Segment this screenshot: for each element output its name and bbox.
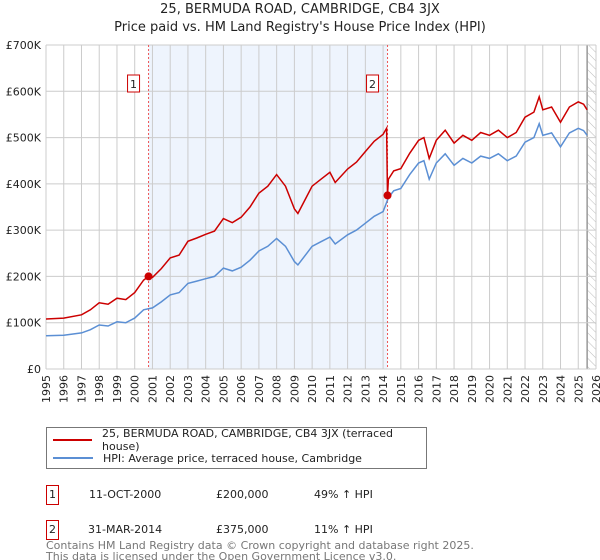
transaction-price: £375,000 xyxy=(216,523,269,536)
shaded-period xyxy=(148,45,388,369)
forecast-hatch xyxy=(587,45,596,369)
sale-point xyxy=(383,191,392,200)
transaction-hpi: 11% ↑ HPI xyxy=(314,523,373,536)
x-tick-label: 2006 xyxy=(235,375,248,403)
legend-item-property: 25, BERMUDA ROAD, CAMBRIDGE, CB4 3JX (te… xyxy=(53,427,426,453)
x-tick-label: 2002 xyxy=(164,375,177,403)
y-tick-label: £100K xyxy=(6,317,42,330)
y-tick-label: £300K xyxy=(6,224,42,237)
x-tick-label: 2022 xyxy=(519,375,532,403)
x-tick-label: 2018 xyxy=(448,375,461,403)
legend-item-hpi: HPI: Average price, terraced house, Camb… xyxy=(53,451,362,465)
transaction-hpi: 49% ↑ HPI xyxy=(314,488,373,501)
x-tick-label: 2023 xyxy=(537,375,550,403)
transaction-date: 11-OCT-2000 xyxy=(89,488,162,501)
x-tick-label: 2011 xyxy=(324,375,337,403)
x-tick-label: 1999 xyxy=(111,375,124,403)
x-tick-label: 2015 xyxy=(395,375,408,403)
transaction-badge: 2 xyxy=(46,520,59,540)
x-tick-label: 1998 xyxy=(93,375,106,403)
chart-title: 25, BERMUDA ROAD, CAMBRIDGE, CB4 3JX xyxy=(160,2,440,17)
x-tick-label: 1996 xyxy=(58,375,71,403)
x-tick-label: 2005 xyxy=(217,375,230,403)
marker-box xyxy=(127,74,141,93)
legend-label-property: 25, BERMUDA ROAD, CAMBRIDGE, CB4 3JX (te… xyxy=(102,427,393,453)
transaction-badge: 1 xyxy=(46,485,59,505)
chart-subtitle: Price paid vs. HM Land Registry's House … xyxy=(114,20,486,35)
x-tick-label: 2004 xyxy=(200,375,213,403)
marker-label: 1 xyxy=(130,78,137,91)
x-tick-label: 2014 xyxy=(377,375,390,403)
x-tick-label: 1995 xyxy=(40,375,53,403)
x-tick-label: 2025 xyxy=(572,375,585,403)
y-tick-label: £200K xyxy=(6,270,42,283)
y-tick-label: £0 xyxy=(27,363,41,376)
x-tick-label: 2001 xyxy=(146,375,159,403)
legend-label-hpi: HPI: Average price, terraced house, Camb… xyxy=(103,451,362,465)
footer-copyright: Contains HM Land Registry data © Crown c… xyxy=(46,539,474,552)
x-tick-label: 2012 xyxy=(342,375,355,403)
x-tick-label: 2024 xyxy=(555,375,568,403)
x-tick-label: 1997 xyxy=(75,375,88,403)
x-tick-label: 2000 xyxy=(129,375,142,403)
y-tick-label: £700K xyxy=(6,39,42,52)
legend-line-hpi xyxy=(53,457,93,459)
legend: 25, BERMUDA ROAD, CAMBRIDGE, CB4 3JX (te… xyxy=(46,427,427,469)
x-tick-label: 2013 xyxy=(359,375,372,403)
footer-licence: This data is licensed under the Open Gov… xyxy=(46,550,397,560)
marker-box xyxy=(366,74,380,93)
x-tick-label: 2010 xyxy=(306,375,319,403)
transaction-date: 31-MAR-2014 xyxy=(88,523,163,536)
property-line xyxy=(45,94,588,320)
transaction-price: £200,000 xyxy=(216,488,269,501)
marker-label: 2 xyxy=(369,78,376,91)
x-tick-label: 2008 xyxy=(271,375,284,403)
x-tick-label: 2017 xyxy=(430,375,443,403)
y-tick-label: £600K xyxy=(6,85,42,98)
sale-point xyxy=(144,272,153,281)
y-tick-label: £500K xyxy=(6,132,42,145)
x-tick-label: 2026 xyxy=(590,375,600,403)
y-tick-label: £400K xyxy=(6,178,42,191)
x-tick-label: 2007 xyxy=(253,375,266,403)
x-tick-label: 2021 xyxy=(501,375,514,403)
x-tick-label: 2016 xyxy=(413,375,426,403)
price-chart: 1995 1996 1997 1998 1999 2000 2001 2002 2003 2004… xyxy=(6,39,600,403)
x-tick-label: 2020 xyxy=(484,375,497,403)
x-tick-label: 2019 xyxy=(466,375,479,403)
legend-line-property xyxy=(53,439,93,441)
x-tick-label: 2003 xyxy=(182,375,195,403)
hpi-line xyxy=(45,121,588,337)
x-tick-label: 2009 xyxy=(288,375,301,403)
